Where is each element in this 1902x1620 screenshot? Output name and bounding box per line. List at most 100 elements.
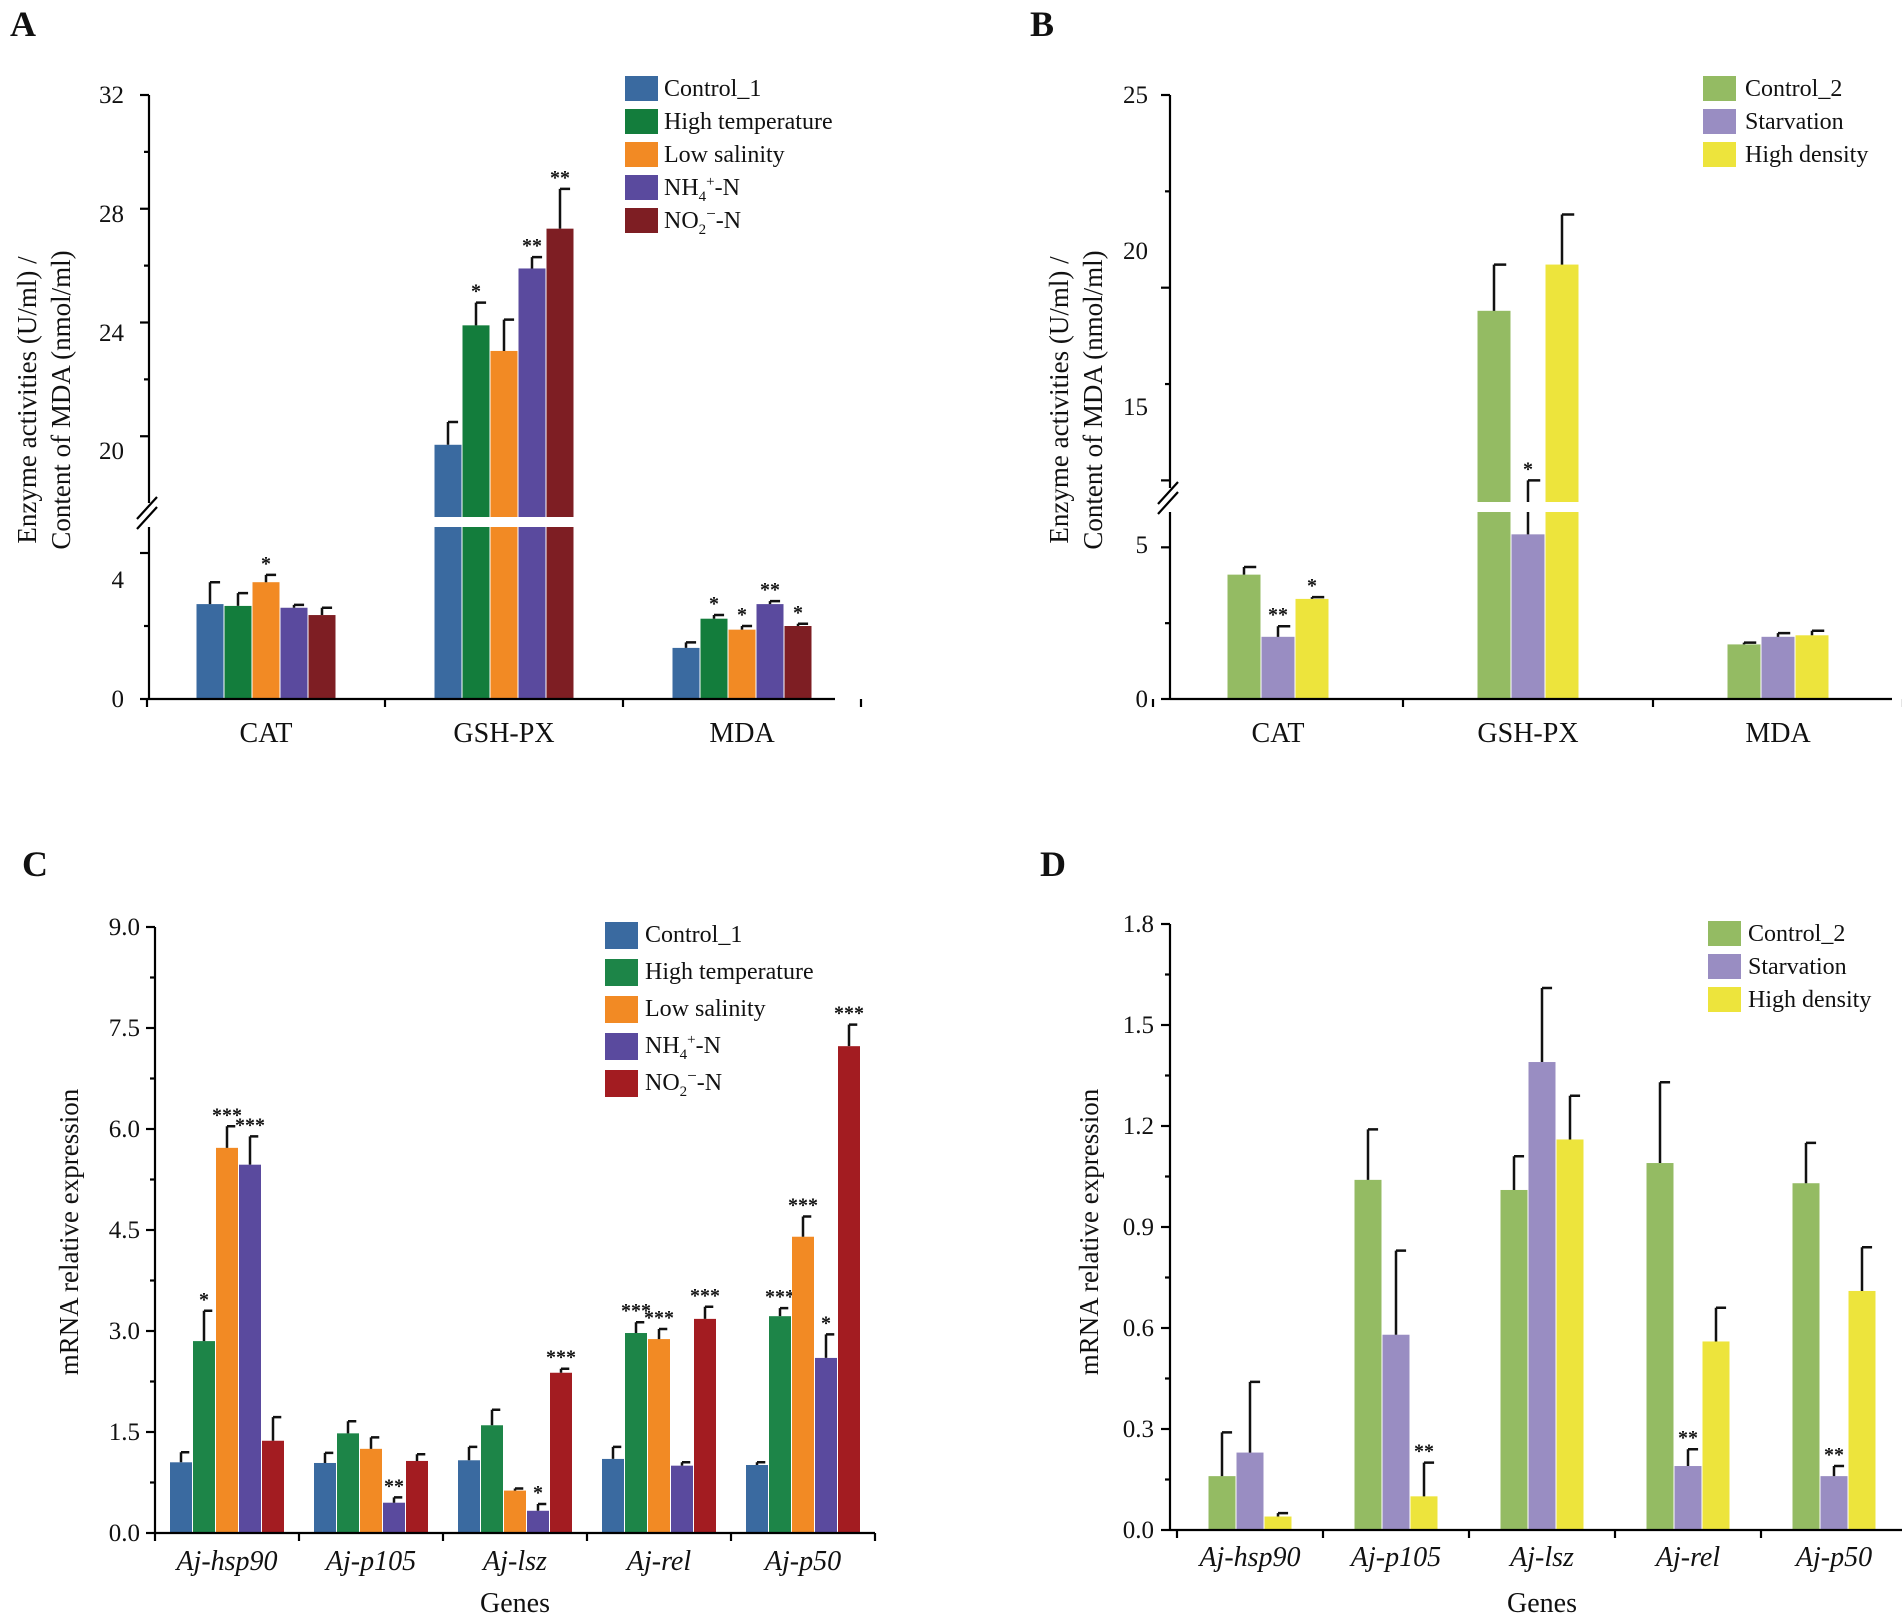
bar-no2-n-cat <box>308 615 336 699</box>
bar-low-salinity-aj-lsz <box>504 1490 526 1533</box>
legend-label-high-density: High density <box>1745 142 1868 168</box>
bar-starvation-aj-hsp90 <box>1236 1452 1264 1530</box>
significance-marker: * <box>471 281 481 303</box>
legend-swatch-low-salinity <box>625 142 658 167</box>
panel-c-gene-label: Aj-lsz <box>481 1546 547 1577</box>
error-bar-control-2-aj-p50 <box>1804 1141 1817 1184</box>
error-bar-nh4-n-aj-rel <box>680 1461 691 1466</box>
panel-c-ytick: 3.0 <box>109 1318 140 1345</box>
legend-swatch-control-2 <box>1703 76 1736 101</box>
error-bar-low-salinity-aj-hsp90 <box>225 1125 236 1148</box>
panel-d-ytick: 1.8 <box>1123 911 1154 938</box>
panel-b-ylabel-line1: Enzyme activities (U/ml) / <box>1044 256 1074 544</box>
bar-high-density-cat <box>1295 598 1329 699</box>
panel-a-category-label: MDA <box>709 718 775 749</box>
panel-d-gene-label: Aj-lsz <box>1508 1542 1574 1573</box>
panel-d-plot: ** ** ** <box>1161 921 1902 1538</box>
bar-high-density-aj-p50 <box>1848 1290 1876 1530</box>
bar-low-salinity-aj-rel <box>648 1339 670 1533</box>
legend-swatch-control-1 <box>625 76 658 101</box>
legend-label-no2-n: NO2−-N <box>664 204 741 238</box>
bar-low-salinity-aj-p105 <box>360 1448 382 1533</box>
error-bar-low-salinity-cat <box>264 573 277 583</box>
bar-no2-n-gsh-px <box>546 228 574 699</box>
panel-d-ytick: 1.2 <box>1123 1113 1154 1140</box>
panel-c-ytick: 4.5 <box>109 1217 140 1244</box>
bar-high-temperature-aj-lsz <box>481 1425 503 1533</box>
panel-a-ylabel-line2: Content of MDA (nmol/ml) <box>46 250 76 549</box>
significance-marker: * <box>199 1289 209 1311</box>
bar-control-1-aj-p50 <box>746 1464 768 1533</box>
panel-c-plot: ********************* *********** <box>146 922 877 1541</box>
bar-no2-n-mda <box>784 626 812 699</box>
panel-a-label: A <box>10 4 36 44</box>
error-bar-high-temperature-cat <box>236 591 249 606</box>
legend-label-nh4-n: NH4+-N <box>645 1032 721 1063</box>
error-bar-control-1-aj-rel <box>611 1445 622 1459</box>
error-bar-high-density-gsh-px <box>1560 213 1575 265</box>
bar-high-temperature-cat <box>224 605 252 699</box>
bar-low-salinity-mda <box>728 629 756 699</box>
bar-high-density-mda <box>1795 635 1829 699</box>
legend-label-low-salinity: Low salinity <box>664 142 785 168</box>
panel-b-label: B <box>1030 4 1054 44</box>
panel-a-ytick: 20 <box>99 438 124 465</box>
bar-starvation-aj-p105 <box>1382 1334 1410 1530</box>
panel-b-ytick: 25 <box>1123 82 1148 109</box>
error-bar-high-density-mda <box>1810 629 1825 636</box>
error-bar-control-1-aj-p50 <box>755 1461 766 1465</box>
significance-marker: ** <box>522 235 542 257</box>
bar-high-density-gsh-px <box>1545 264 1579 699</box>
panel-d-gene-label: Aj-hsp90 <box>1197 1542 1300 1573</box>
legend-swatch-low-salinity <box>605 996 638 1023</box>
error-bar-starvation-aj-hsp90 <box>1248 1380 1261 1453</box>
bar-starvation-mda <box>1761 636 1795 699</box>
error-bar-no2-n-cat <box>320 606 333 616</box>
legend-swatch-starvation <box>1703 109 1736 134</box>
panel-a-ylabel-line1: Enzyme activities (U/ml) / <box>12 256 42 544</box>
bar-high-temperature-gsh-px <box>462 325 490 699</box>
panel-c-ytick: 6.0 <box>109 1116 140 1143</box>
panel-c-label: C <box>22 844 48 884</box>
legend-swatch-no2-n <box>625 208 658 233</box>
legend-label-high-temperature: High temperature <box>664 109 833 135</box>
error-bar-no2-n-mda <box>796 622 809 626</box>
significance-marker: *** <box>765 1286 795 1308</box>
panel-a-ytick: 0 <box>112 686 125 713</box>
error-bar-nh4-n-aj-p105 <box>392 1496 403 1503</box>
bar-control-2-mda <box>1727 644 1761 699</box>
significance-marker: ** <box>1824 1444 1844 1466</box>
error-bar-control-1-aj-lsz <box>467 1445 478 1461</box>
panel-b-category-label: CAT <box>1252 718 1305 749</box>
chart-marks: *********** ************************* ****… <box>136 76 1902 1541</box>
error-bar-no2-n-aj-p105 <box>415 1452 426 1461</box>
error-bar-nh4-n-aj-p50 <box>824 1333 835 1358</box>
bar-control-1-aj-p105 <box>314 1462 336 1533</box>
bar-control-1-aj-hsp90 <box>170 1462 192 1533</box>
bar-starvation-cat <box>1261 636 1295 699</box>
bar-high-temperature-aj-rel <box>625 1333 647 1533</box>
error-bar-control-2-cat <box>1242 565 1257 575</box>
panel-c-ytick: 0.0 <box>109 1520 140 1547</box>
legend-label-low-salinity: Low salinity <box>645 996 766 1022</box>
bar-nh4-n-aj-p50 <box>815 1357 837 1533</box>
error-bar-high-temperature-mda <box>712 613 725 619</box>
bar-control-1-gsh-px <box>434 444 462 699</box>
error-bar-control-1-mda <box>684 641 697 648</box>
panel-d: D mRNA relative expression 0.0 0.3 0.6 0… <box>1040 844 1872 1619</box>
error-bar-control-2-mda <box>1742 641 1757 645</box>
panel-b: B Enzyme activities (U/ml) / Content of … <box>1030 4 1868 749</box>
error-bar-low-salinity-aj-p105 <box>369 1436 380 1449</box>
error-bar-starvation-mda <box>1776 631 1791 637</box>
bar-nh4-n-aj-hsp90 <box>239 1164 261 1533</box>
error-bar-control-1-gsh-px <box>446 420 459 445</box>
error-bar-high-density-aj-p105 <box>1422 1461 1435 1497</box>
bar-no2-n-aj-rel <box>694 1318 716 1533</box>
legend-swatch-no2-n <box>605 1070 638 1097</box>
panel-a-category-label: GSH-PX <box>453 718 554 749</box>
panel-b-ytick: 20 <box>1123 238 1148 265</box>
legend-label-nh4-n: NH4+-N <box>664 174 740 205</box>
error-bar-low-salinity-mda <box>740 624 753 630</box>
panel-d-gene-label: Aj-p105 <box>1349 1542 1441 1573</box>
axis-break-marker <box>1157 481 1179 515</box>
